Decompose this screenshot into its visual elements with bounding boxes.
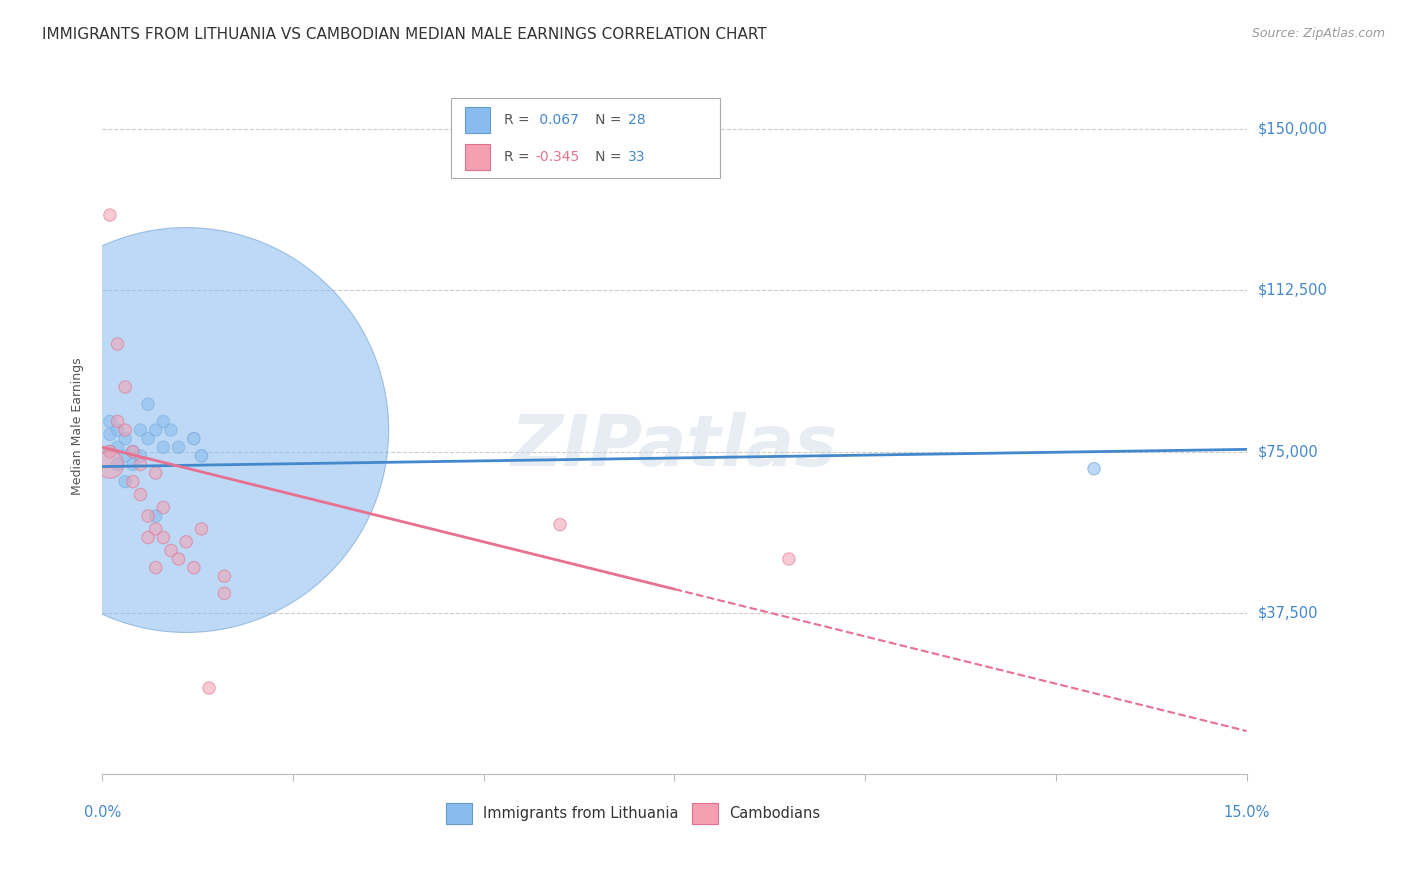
Point — [114, 432, 136, 446]
Point — [183, 560, 205, 574]
Text: 0.067: 0.067 — [536, 113, 579, 127]
Point — [98, 444, 121, 458]
FancyBboxPatch shape — [446, 804, 472, 824]
Point — [174, 423, 197, 437]
Point — [152, 440, 174, 454]
Point — [174, 534, 197, 549]
Point — [167, 552, 190, 566]
FancyBboxPatch shape — [451, 98, 720, 178]
Point — [98, 458, 121, 472]
Text: N =: N = — [582, 113, 626, 127]
Point — [114, 449, 136, 463]
Text: ZIPatlas: ZIPatlas — [510, 412, 838, 481]
Point — [160, 423, 183, 437]
Point — [114, 475, 136, 489]
Point — [136, 397, 159, 411]
Text: R =: R = — [503, 113, 534, 127]
Text: $112,500: $112,500 — [1258, 283, 1327, 298]
Point — [214, 586, 236, 600]
Point — [152, 414, 174, 428]
Point — [98, 444, 121, 458]
Text: $75,000: $75,000 — [1258, 444, 1319, 459]
Text: $150,000: $150,000 — [1258, 121, 1327, 136]
Point — [152, 500, 174, 515]
Point — [136, 531, 159, 545]
Text: $37,500: $37,500 — [1258, 606, 1319, 620]
Text: -0.345: -0.345 — [536, 150, 579, 164]
Point — [121, 458, 143, 472]
FancyBboxPatch shape — [465, 144, 491, 170]
Text: Immigrants from Lithuania: Immigrants from Lithuania — [484, 806, 679, 822]
Text: N =: N = — [582, 150, 626, 164]
Point — [98, 414, 121, 428]
Point — [145, 560, 167, 574]
Point — [121, 444, 143, 458]
Point — [136, 432, 159, 446]
Text: IMMIGRANTS FROM LITHUANIA VS CAMBODIAN MEDIAN MALE EARNINGS CORRELATION CHART: IMMIGRANTS FROM LITHUANIA VS CAMBODIAN M… — [42, 27, 766, 42]
Point — [214, 569, 236, 583]
Point — [98, 427, 121, 442]
Point — [107, 337, 129, 351]
Point — [121, 444, 143, 458]
Point — [145, 466, 167, 480]
Point — [129, 487, 152, 501]
Y-axis label: Median Male Earnings: Median Male Earnings — [72, 357, 84, 494]
Text: 15.0%: 15.0% — [1223, 805, 1270, 820]
Point — [160, 543, 183, 558]
Point — [129, 458, 152, 472]
Point — [167, 440, 190, 454]
Point — [152, 531, 174, 545]
FancyBboxPatch shape — [465, 107, 491, 133]
Point — [190, 449, 212, 463]
Point — [121, 475, 143, 489]
Point — [778, 552, 800, 566]
Point — [107, 458, 129, 472]
Point — [114, 380, 136, 394]
Text: 33: 33 — [628, 150, 645, 164]
Point — [107, 440, 129, 454]
Text: 28: 28 — [627, 113, 645, 127]
Point — [145, 509, 167, 524]
Point — [114, 423, 136, 437]
Point — [183, 432, 205, 446]
Point — [129, 449, 152, 463]
Point — [98, 208, 121, 222]
Point — [107, 414, 129, 428]
Point — [107, 423, 129, 437]
Point — [190, 522, 212, 536]
Point — [145, 522, 167, 536]
Text: R =: R = — [503, 150, 534, 164]
Point — [145, 423, 167, 437]
Point — [136, 509, 159, 524]
FancyBboxPatch shape — [692, 804, 718, 824]
Point — [548, 517, 571, 532]
Point — [129, 423, 152, 437]
Text: Cambodians: Cambodians — [730, 806, 821, 822]
Point — [1083, 461, 1105, 475]
Text: Source: ZipAtlas.com: Source: ZipAtlas.com — [1251, 27, 1385, 40]
Point — [198, 681, 221, 695]
Text: 0.0%: 0.0% — [84, 805, 121, 820]
